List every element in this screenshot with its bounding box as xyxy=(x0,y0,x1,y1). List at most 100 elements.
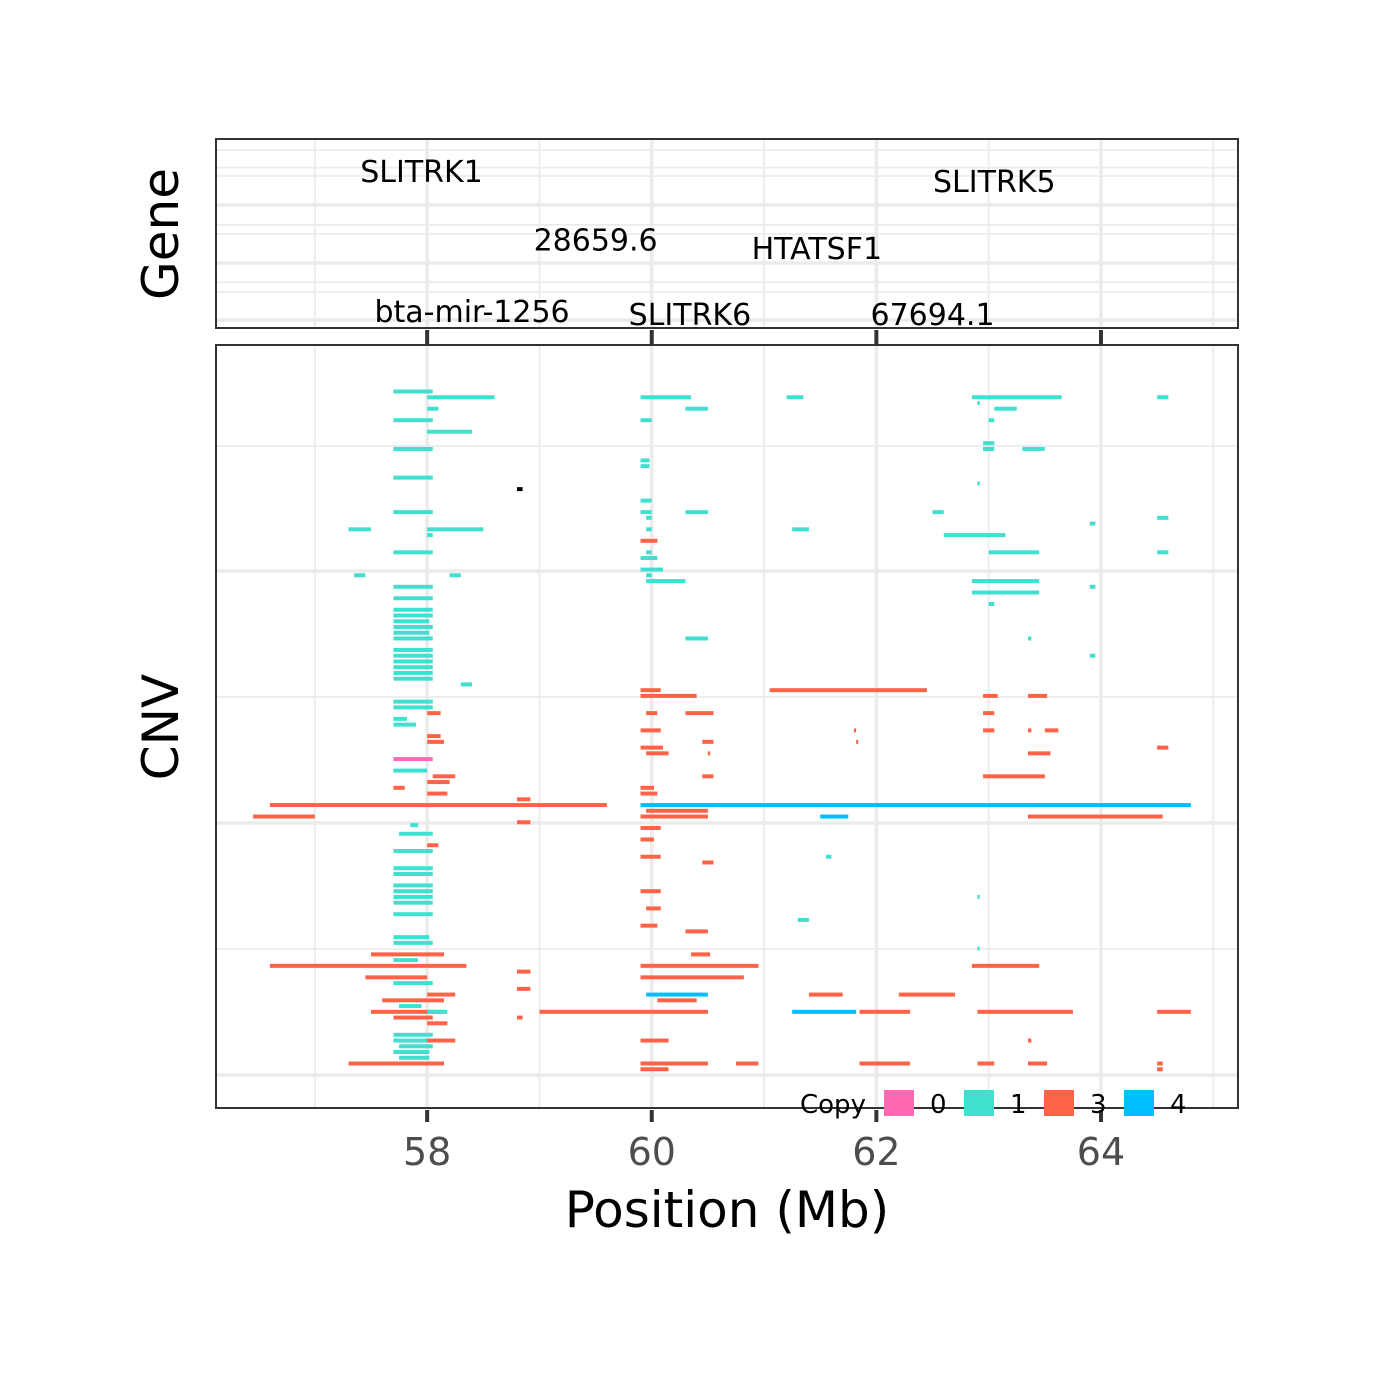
cnv-segment-copy-1 xyxy=(393,613,433,618)
cnv-segment-copy-3 xyxy=(427,1038,456,1043)
cnv-segment-copy-1 xyxy=(393,981,433,986)
cnv-segment-copy-1 xyxy=(393,636,433,641)
cnv-segment-copy-3 xyxy=(1027,814,1163,819)
gene-label: SLITRK5 xyxy=(933,165,1056,200)
cnv-segment-copy-3 xyxy=(640,889,661,894)
cnv-segment-copy-1 xyxy=(792,527,809,532)
cnv-segment-copy-1 xyxy=(983,441,995,446)
cnv-segment-copy-3 xyxy=(640,963,759,968)
cnv-segment-copy-1 xyxy=(393,699,433,704)
cnv-segment-copy-1 xyxy=(640,395,692,400)
cnv-segment-copy-3 xyxy=(640,975,744,980)
cnv-segment-copy-1 xyxy=(393,647,433,652)
cnv-segment-copy-3 xyxy=(393,785,405,790)
x-axis-title: Position (Mb) xyxy=(565,1181,889,1239)
cnv-segment-copy-3 xyxy=(1157,1061,1163,1066)
gene-label: bta-mir-1256 xyxy=(374,295,569,330)
cnv-segment-copy-1 xyxy=(427,1009,448,1014)
cnv-segment-copy-3 xyxy=(516,797,531,802)
x-axis-ticks xyxy=(425,1110,1103,1122)
cnv-segment-copy-1 xyxy=(971,579,1040,584)
gene-label: 28659.6 xyxy=(534,224,658,259)
cnv-segment-copy-1 xyxy=(427,395,495,400)
cnv-segment-copy-3 xyxy=(640,1061,708,1066)
cnv-segment-copy-3 xyxy=(640,814,708,819)
gene-panel-title: Gene xyxy=(132,168,190,300)
cnv-segment-copy-1 xyxy=(977,481,980,486)
cnv-segment-copy-3 xyxy=(539,1009,708,1014)
cnv-segment-copy-3 xyxy=(427,992,456,997)
cnv-segment-copy-1 xyxy=(393,418,433,423)
cnv-segment-copy-1 xyxy=(646,527,652,532)
cnv-segment-copy-1 xyxy=(393,389,433,394)
cnv-segment-copy-1 xyxy=(977,400,980,405)
cnv-segment-copy-1 xyxy=(971,395,1062,400)
legend-label: 1 xyxy=(1010,1090,1027,1120)
cnv-segment-copy-1 xyxy=(393,676,433,681)
gene-label: SLITRK1 xyxy=(360,155,483,190)
cnv-segment-copy-3 xyxy=(382,998,444,1003)
cnv-segment-copy-3 xyxy=(427,739,444,744)
cnv-panel-grid xyxy=(216,345,1238,1108)
cnv-segment-copy-3 xyxy=(427,734,441,739)
legend-label: 3 xyxy=(1090,1090,1107,1120)
cnv-segment-copy-1 xyxy=(1027,636,1032,641)
cnv-segment-copy-1 xyxy=(943,533,1006,538)
cnv-segment-copy-3 xyxy=(646,751,669,756)
cnv-segment-copy-1 xyxy=(393,894,433,899)
cnv-segment-copy-1 xyxy=(786,395,804,400)
gene-panel: SLITRK1 SLITRK5 28659.6 HTATSF1 bta-mir-1256… xyxy=(215,138,1239,333)
cnv-segment-copy-1 xyxy=(393,848,433,853)
cnv-panel-title: CNV xyxy=(132,674,190,781)
cnv-segment-copy-3 xyxy=(640,826,661,831)
x-tick-label: 62 xyxy=(852,1130,900,1174)
cnv-segment-copy-1 xyxy=(393,958,419,963)
cnv-segment-copy-3 xyxy=(977,1009,1073,1014)
cnv-segment-copy-1 xyxy=(393,705,433,710)
cnv-segment-copy-1 xyxy=(354,573,366,578)
cnv-segment-copy-1 xyxy=(994,406,1017,411)
cnv-segment-copy-1 xyxy=(1089,584,1096,589)
cnv-segment-copy-3 xyxy=(393,1015,433,1020)
cnv-segment-copy-3 xyxy=(1157,1067,1163,1072)
cnv-segment-copy-3 xyxy=(859,1009,911,1014)
cnv-segment-copy-1 xyxy=(393,940,433,945)
cnv-segment-copy-3 xyxy=(640,923,658,928)
cnv-segment-copy-1 xyxy=(399,1055,430,1060)
cnv-segment-copy-1 xyxy=(797,917,809,922)
legend-key-0 xyxy=(884,1090,914,1116)
gene-label: HTATSF1 xyxy=(752,232,882,267)
cnv-segment-copy-3 xyxy=(971,963,1040,968)
cnv-segment-copy-3 xyxy=(898,992,955,997)
cnv-segment-copy-1 xyxy=(393,722,416,727)
x-tick-label: 60 xyxy=(628,1130,676,1174)
cnv-segment-copy-1 xyxy=(393,1032,433,1037)
cnv-segment-copy-1 xyxy=(427,429,473,434)
cnv-segment-copy-3 xyxy=(516,820,531,825)
cnv-segment-copy-1 xyxy=(427,406,439,411)
gene-panel-x-ticks xyxy=(425,330,1103,344)
cnv-segment-copy-1 xyxy=(640,556,658,561)
cnv-segment-copy-1 xyxy=(393,619,430,624)
cnv-segment-copy-3 xyxy=(685,711,714,716)
cnv-panel xyxy=(215,344,1239,1109)
cnv-segment-copy-3 xyxy=(1157,745,1169,750)
cnv-segment-copy-3 xyxy=(640,785,654,790)
cnv-segment-copy-3 xyxy=(1027,1038,1032,1043)
cnv-segment-copy-3 xyxy=(516,1015,523,1020)
cnv-segment-copy-1 xyxy=(393,1050,430,1055)
cnv-segment-copy-3 xyxy=(370,952,444,957)
cnv-segment-copy-1 xyxy=(393,624,433,629)
cnv-segment-copy-3 xyxy=(640,837,654,842)
cnv-segment-copy-1 xyxy=(393,871,433,876)
cnv-segment-copy-3 xyxy=(516,969,531,974)
cnv-segment-copy-3 xyxy=(348,1061,444,1066)
cnv-segment-copy-1 xyxy=(685,636,708,641)
legend-key-3 xyxy=(1044,1090,1074,1116)
cnv-segment-copy-3 xyxy=(983,711,995,716)
cnv-segment-copy-1 xyxy=(393,475,433,480)
legend-title: Copy xyxy=(800,1090,866,1120)
cnv-segment-copy-1 xyxy=(393,607,433,612)
cnv-segment-copy-1 xyxy=(393,510,433,515)
cnv-segment-copy-3 xyxy=(640,854,661,859)
